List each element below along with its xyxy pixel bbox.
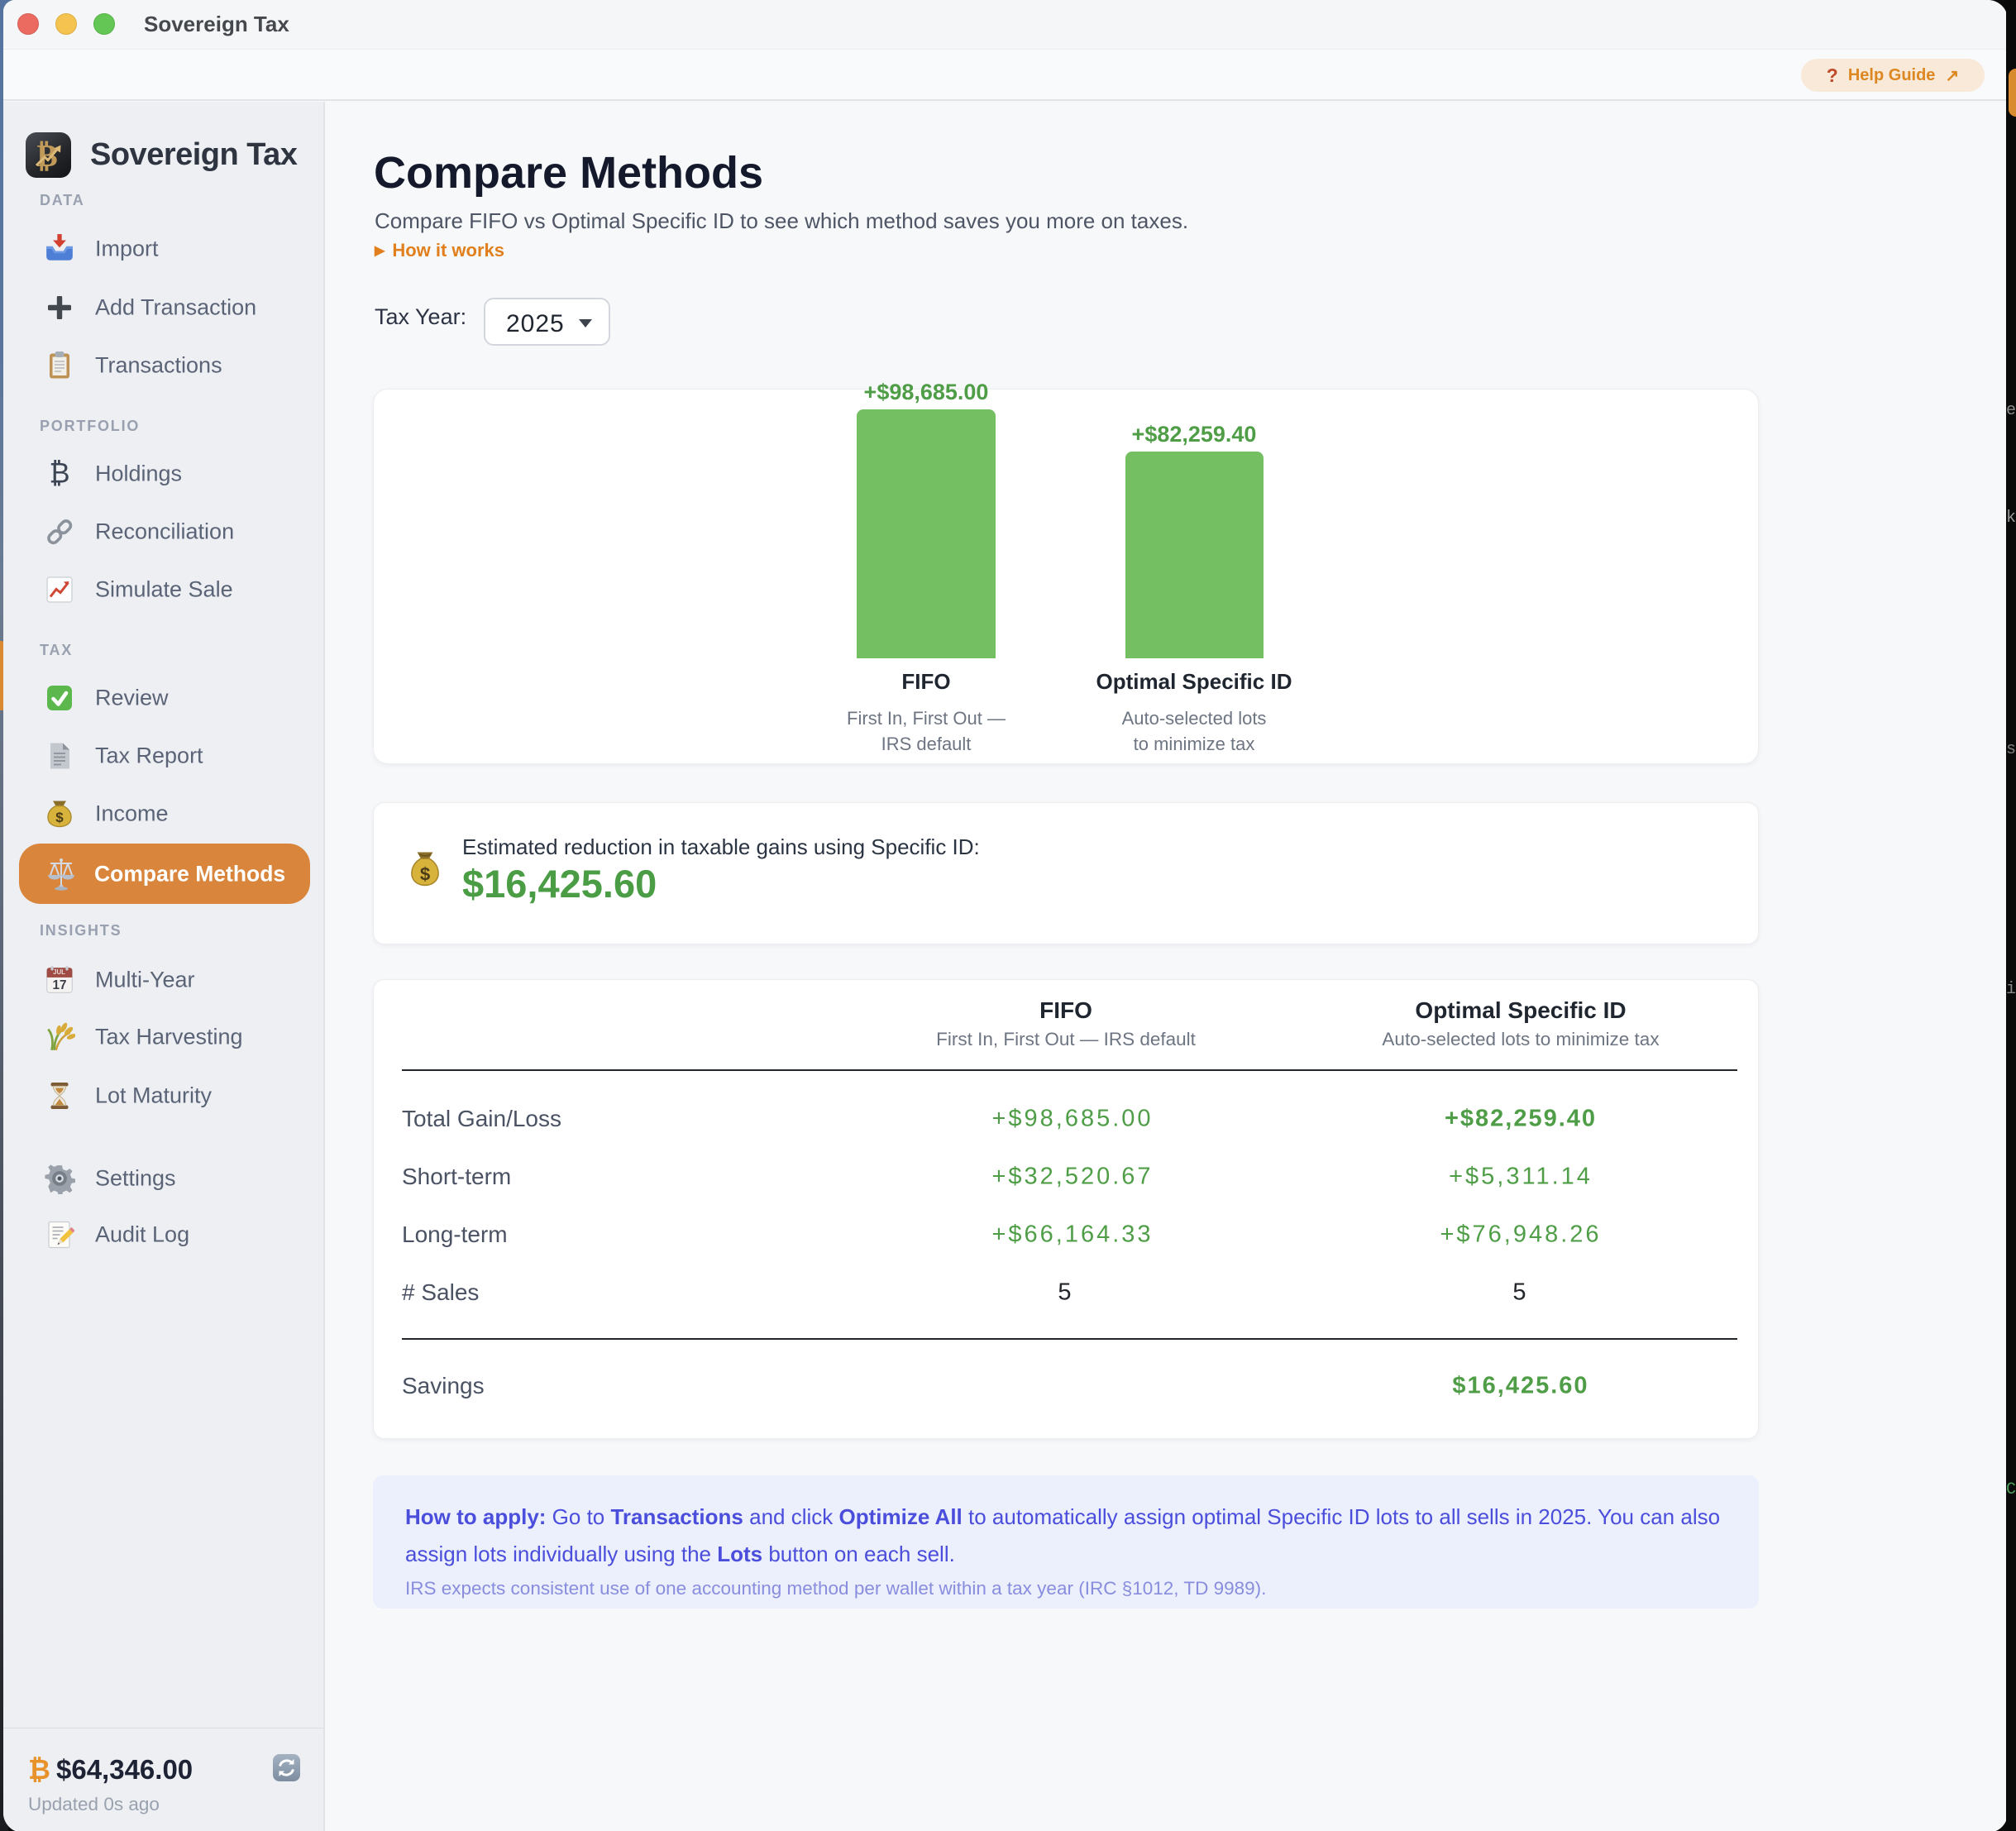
svg-text:$: $ [420, 863, 431, 884]
svg-text:$: $ [55, 810, 64, 825]
svg-text:₿: ₿ [36, 139, 57, 174]
svg-text:17: 17 [52, 978, 66, 992]
svg-text:JUL: JUL [53, 968, 65, 976]
